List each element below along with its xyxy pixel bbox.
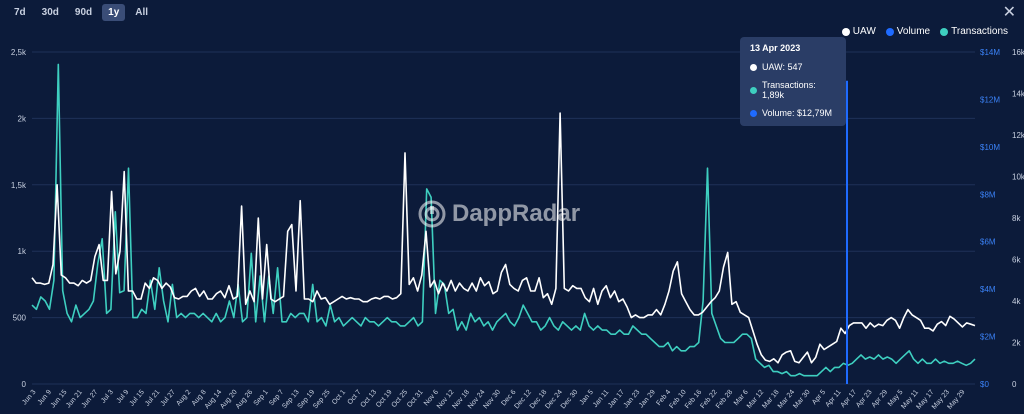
legend-label: Volume (896, 26, 931, 37)
dappradar-logo-icon (418, 200, 446, 228)
y-volume-tick-label: $4M (980, 285, 996, 294)
y-right-tick-label: 6k (1012, 256, 1021, 265)
x-tick-label: Jul 27 (160, 389, 177, 408)
x-tick-label: Oct 31 (406, 389, 425, 409)
x-tick-label: Jul 21 (144, 389, 161, 408)
transactions-legend-dot-icon (940, 27, 949, 36)
y-right-tick-label: 4k (1012, 297, 1021, 306)
x-tick-label: Dec 30 (560, 389, 580, 411)
x-tick-label: Mar 30 (792, 389, 811, 410)
y-volume-tick-label: $6M (980, 238, 996, 247)
y-volume-tick-label: $10M (980, 143, 1000, 152)
y-volume-tick-label: $2M (980, 333, 996, 342)
y-left-tick-label: 2k (18, 114, 27, 123)
tooltip-uaw-label: UAW: 547 (762, 62, 803, 72)
volume-dot-icon (750, 109, 757, 117)
tooltip-volume-label: Volume: $12,79M (762, 108, 833, 118)
y-right-tick-label: 2k (1012, 339, 1021, 348)
y-volume-tick-label: $8M (980, 190, 996, 199)
legend-label: Transactions (951, 26, 1008, 37)
x-tick-label: Nov 30 (482, 389, 502, 411)
legend: UAW Volume Transactions (841, 26, 1008, 37)
x-tick-label: Apr 29 (870, 389, 889, 409)
y-left-tick-label: 1,5k (11, 181, 27, 190)
x-tick-label: Jul 3 (100, 389, 115, 405)
y-right-tick-label: 0 (1012, 380, 1017, 389)
x-tick-label: Sep 1 (253, 389, 270, 408)
close-icon[interactable]: ✕ (1002, 2, 1016, 21)
legend-item-uaw[interactable]: UAW (841, 26, 876, 37)
tooltip-transactions-label: Transactions: 1,89k (762, 80, 816, 100)
range-tab-90d[interactable]: 90d (74, 7, 93, 18)
y-left-tick-label: 500 (13, 314, 27, 323)
range-tab-7d[interactable]: 7d (14, 7, 26, 18)
watermark: DappRadar (418, 200, 580, 228)
tooltip-row-transactions: Transactions: 1,89k (750, 80, 836, 100)
uaw-dot-icon (750, 63, 757, 71)
y-right-tick-label: 10k (1012, 173, 1024, 182)
tooltip-row-volume: Volume: $12,79M (750, 108, 836, 118)
x-tick-label: Aug 26 (235, 389, 255, 411)
uaw-series-line (31, 112, 976, 364)
x-tick-label: Jul 15 (129, 389, 146, 408)
y-left-tick-label: 2,5k (11, 48, 27, 57)
chart-tooltip: 13 Apr 2023 UAW: 547 Transactions: 1,89k… (740, 37, 846, 126)
y-right-tick-label: 16k (1012, 48, 1024, 57)
range-tab-30d[interactable]: 30d (41, 7, 59, 18)
y-left-tick-label: 0 (22, 380, 27, 389)
y-right-tick-label: 14k (1012, 90, 1024, 99)
x-tick-label: Aug 2 (175, 389, 192, 408)
legend-item-volume[interactable]: Volume (885, 26, 931, 37)
x-tick-label: Oct 1 (331, 389, 347, 406)
volume-legend-dot-icon (885, 27, 894, 36)
y-right-tick-label: 8k (1012, 214, 1021, 223)
tooltip-date: 13 Apr 2023 (750, 43, 801, 53)
x-tick-label: Jun 3 (21, 389, 37, 407)
legend-label: UAW (852, 26, 876, 37)
y-right-tick-label: 12k (1012, 131, 1024, 140)
y-volume-tick-label: $12M (980, 95, 1000, 104)
transactions-series-line (31, 63, 976, 377)
y-volume-tick-label: $14M (980, 48, 1000, 57)
transactions-dot-icon (750, 86, 757, 94)
watermark-text: DappRadar (452, 200, 581, 227)
tooltip-row-uaw: UAW: 547 (750, 62, 836, 72)
legend-item-transactions[interactable]: Transactions (940, 26, 1008, 37)
range-tab-1y[interactable]: 1y (102, 4, 126, 21)
range-tabs: 7d 30d 90d 1y All (8, 4, 154, 21)
range-tab-all[interactable]: All (135, 7, 149, 18)
y-volume-tick-label: $0 (980, 380, 989, 389)
x-tick-label: Jan 29 (638, 389, 657, 410)
x-tick-label: Feb 28 (715, 389, 734, 410)
y-left-tick-label: 1k (18, 247, 27, 256)
uaw-legend-dot-icon (841, 27, 850, 36)
x-tick-label: Sep 25 (312, 389, 332, 411)
x-tick-label: Jun 27 (81, 389, 100, 410)
